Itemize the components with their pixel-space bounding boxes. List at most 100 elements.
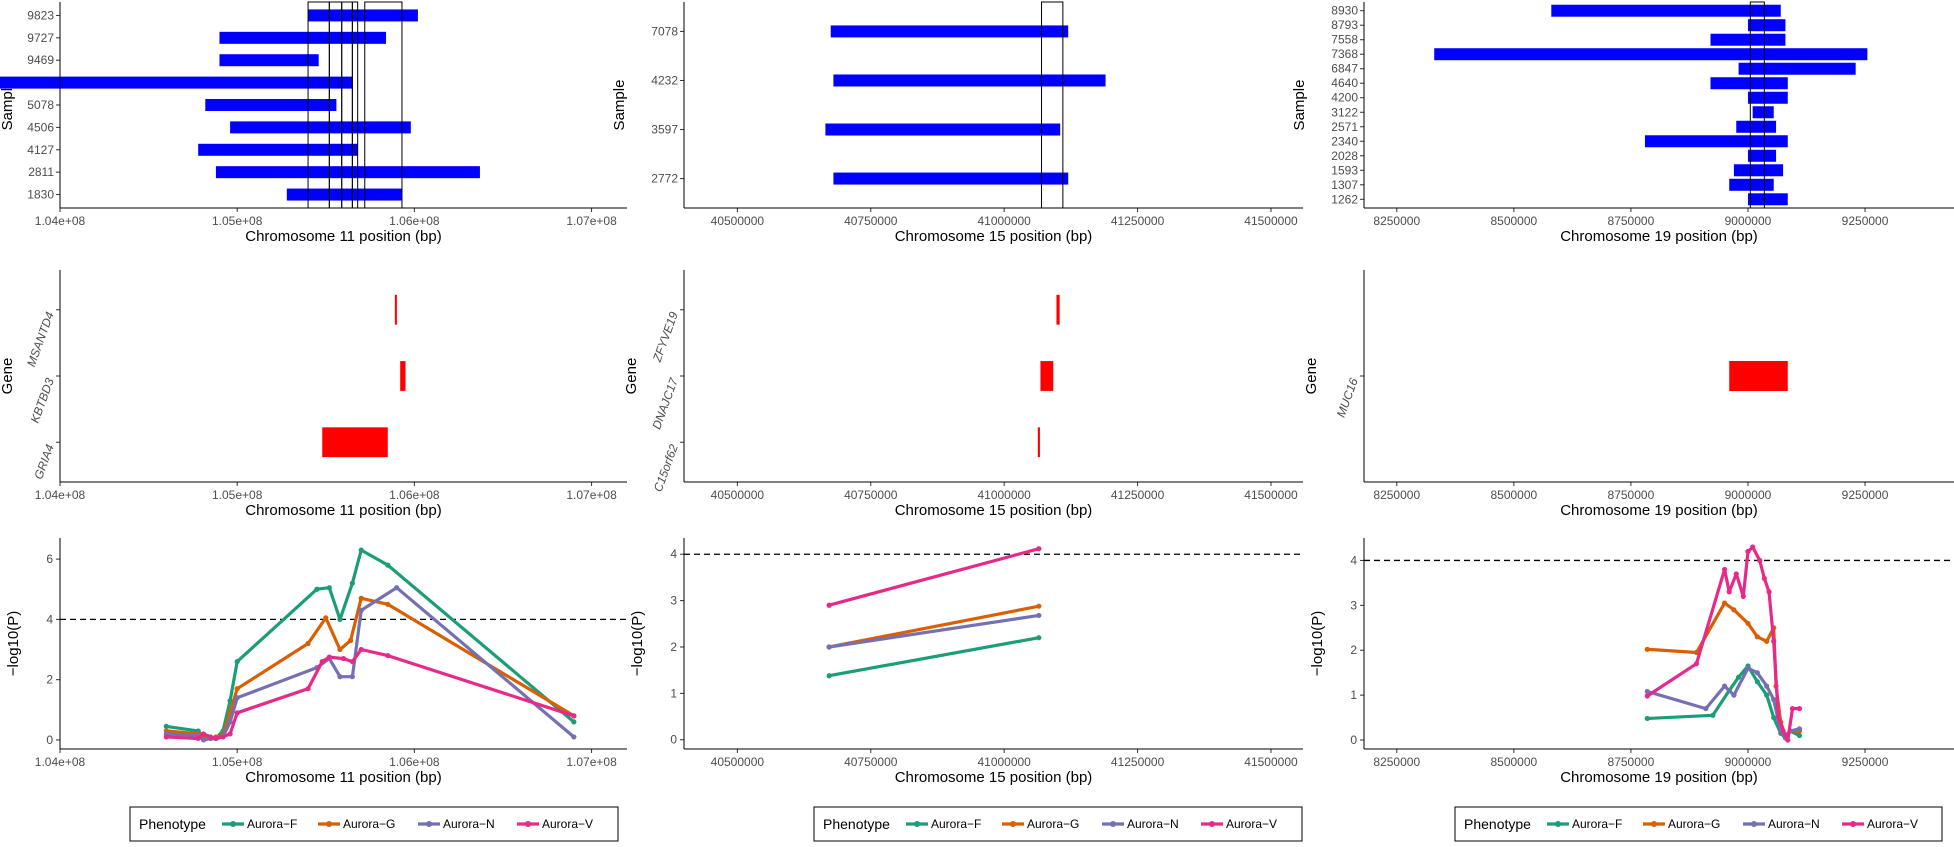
legend-swatch-point <box>1751 821 1757 827</box>
legend-swatch-point <box>1110 821 1116 827</box>
x-tick-label: 41250000 <box>1111 755 1165 769</box>
y-axis-title: −log10(P) <box>629 611 646 676</box>
data-point <box>571 713 577 719</box>
x-tick-label: 8750000 <box>1608 755 1655 769</box>
data-point <box>1764 683 1770 689</box>
sample-label: 5078 <box>27 98 54 112</box>
sample-interval-bar <box>1738 62 1856 75</box>
y-tick-label: 0 <box>670 733 677 747</box>
data-point <box>385 562 391 568</box>
y-tick-label: 3 <box>1350 598 1357 612</box>
x-tick-label: 41250000 <box>1111 214 1165 228</box>
sample-interval-bar <box>1747 149 1777 162</box>
data-point <box>337 674 343 680</box>
x-tick-label: 40500000 <box>711 755 765 769</box>
sample-label: 1830 <box>27 188 54 202</box>
x-axis-title: Chromosome 15 position (bp) <box>895 502 1093 519</box>
data-point <box>213 735 219 742</box>
data-point <box>1644 688 1650 695</box>
panel-chr11-assoc: 0 2 4 6 1.04e+08 1.05e+08 1.06e+08 1.07e+08 Chro… <box>5 538 627 786</box>
data-point <box>1731 692 1737 698</box>
x-axis-title: Chromosome 15 position (bp) <box>895 769 1093 786</box>
data-point <box>358 607 364 613</box>
data-point <box>1750 544 1756 550</box>
data-point <box>305 686 311 692</box>
y-axis-title: Gene <box>623 358 640 395</box>
sample-interval-bar <box>219 31 387 44</box>
y-tick-label: 4 <box>46 612 53 626</box>
data-point <box>337 616 343 622</box>
gene-bar <box>1037 427 1040 458</box>
x-tick-label: 1.06e+08 <box>389 755 440 769</box>
sample-label: 7558 <box>1331 33 1358 47</box>
data-point <box>1754 670 1760 676</box>
gene-bar <box>1729 360 1788 392</box>
y-axis-title: Sample <box>1291 80 1308 131</box>
data-point <box>1764 692 1770 698</box>
sample-label: 1262 <box>1331 192 1358 206</box>
x-tick-label: 41000000 <box>977 214 1031 228</box>
panel-chr19-genes: MUC16 8250000 8500000 8750000 9000000 9250000… <box>1303 270 1954 519</box>
gene-label: C15orf62 <box>651 442 681 493</box>
sample-interval-bar <box>0 76 353 89</box>
data-point <box>358 595 364 601</box>
sample-interval-bar <box>833 74 1106 87</box>
sample-label: 7368 <box>1331 47 1358 61</box>
data-point <box>163 734 169 740</box>
x-tick-label: 1.06e+08 <box>389 214 440 228</box>
data-point <box>1703 705 1709 712</box>
sample-label: 4200 <box>1331 91 1358 105</box>
y-tick-label: 2 <box>1350 643 1357 657</box>
data-point <box>340 655 347 662</box>
x-tick-label: 1.05e+08 <box>212 755 263 769</box>
data-point <box>1754 679 1760 685</box>
data-point <box>234 710 240 716</box>
y-tick-label: 0 <box>46 733 53 747</box>
data-point <box>1036 546 1042 552</box>
x-tick-label: 1.05e+08 <box>212 214 263 228</box>
data-point <box>200 737 207 743</box>
x-tick-label: 40500000 <box>711 214 765 228</box>
sample-label: 2571 <box>1331 120 1358 134</box>
data-point <box>358 646 364 653</box>
y-tick-label: 2 <box>670 640 677 654</box>
sample-label: 2028 <box>1331 149 1358 163</box>
data-point <box>349 658 355 665</box>
data-point <box>326 585 332 591</box>
legend-swatch-point <box>1209 821 1215 827</box>
legend-swatch-point <box>1555 821 1561 827</box>
series-line-aurora-n <box>828 613 1040 649</box>
data-point <box>1761 575 1767 582</box>
y-axis-title: Gene <box>0 358 16 395</box>
gene-bar <box>394 294 397 325</box>
legend-swatch-point <box>1850 821 1856 827</box>
data-point <box>314 586 320 592</box>
legend-entry-label: Aurora−G <box>1668 817 1720 831</box>
legend-entry-label: Aurora−G <box>343 817 395 831</box>
sample-label: 8793 <box>1331 18 1358 32</box>
legend-entry-label: Aurora−F <box>247 817 297 831</box>
legend-swatch-point <box>426 821 432 827</box>
x-tick-label: 9000000 <box>1725 488 1772 502</box>
data-point <box>1780 728 1786 734</box>
legend-entry-label: Aurora−N <box>1768 817 1820 831</box>
panel-chr19-samples: 1262130715932028234025713122420046406847… <box>1291 1 1954 245</box>
x-tick-label: 40500000 <box>711 488 765 502</box>
data-point <box>234 695 240 701</box>
panel-chr15-samples: 2772 3597 4232 7078 40500000 40750000 41000000… <box>611 1 1303 245</box>
y-axis-title: −log10(P) <box>5 611 22 676</box>
legend-swatch-point <box>326 821 332 827</box>
data-point <box>347 637 354 644</box>
data-point <box>1796 732 1803 739</box>
gene-label: ZFYVE19 <box>650 310 681 365</box>
sample-interval-bar <box>1752 106 1774 119</box>
y-axis-title: −log10(P) <box>1309 611 1326 676</box>
legend-phenotype: Phenotype Aurora−F Aurora−G Aurora−N Aurora−… <box>813 806 1303 842</box>
x-tick-label: 1.07e+08 <box>566 755 617 769</box>
sample-label: 2340 <box>1331 134 1358 148</box>
y-tick-label: 0 <box>1350 733 1357 747</box>
series-line-aurora-v <box>828 547 1040 607</box>
gene-label: KBTBD3 <box>28 376 57 425</box>
x-tick-label: 9000000 <box>1725 214 1772 228</box>
x-tick-label: 40750000 <box>844 755 898 769</box>
